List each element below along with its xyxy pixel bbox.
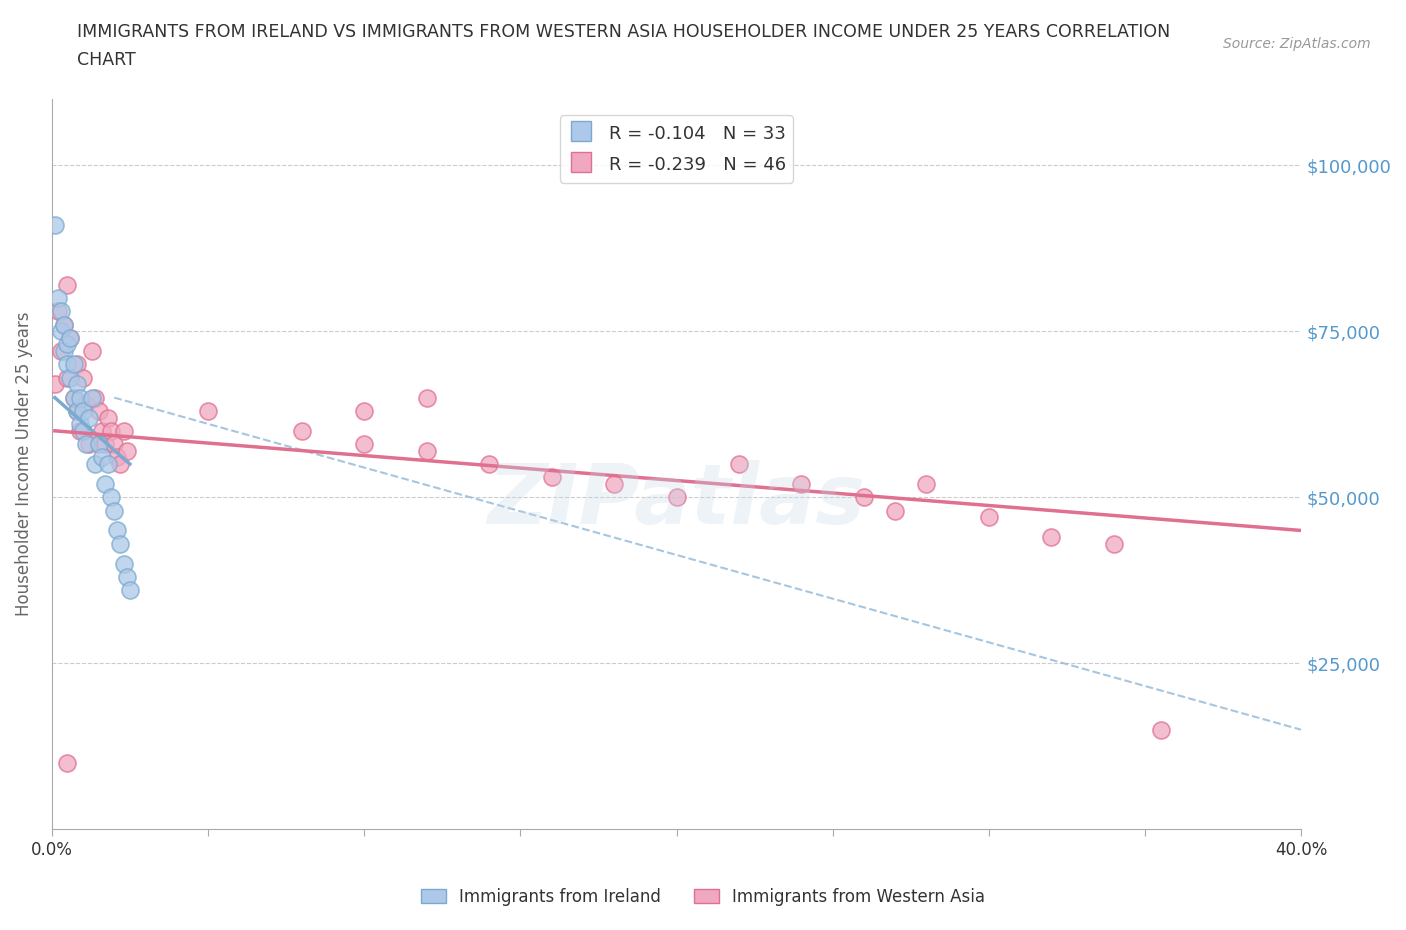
Point: [82, 344, 104, 359]
Point: [53, 344, 76, 359]
Point: [103, 437, 125, 452]
Point: [75, 397, 97, 412]
Point: [84, 457, 107, 472]
Point: [46, 304, 69, 319]
Point: [110, 537, 132, 551]
Point: [291, 423, 314, 438]
Point: [59, 330, 82, 345]
Point: [1150, 723, 1173, 737]
Point: [69, 423, 91, 438]
Point: [82, 391, 104, 405]
Point: [56, 277, 79, 292]
Point: [115, 569, 138, 584]
Point: [66, 404, 89, 418]
Point: [59, 370, 82, 385]
Point: [72, 404, 94, 418]
Point: [97, 410, 120, 425]
Point: [790, 476, 813, 491]
Point: [603, 476, 626, 491]
Point: [56, 357, 79, 372]
Point: [66, 377, 89, 392]
Point: [69, 391, 91, 405]
Point: [103, 503, 125, 518]
Point: [884, 503, 907, 518]
Point: [1040, 530, 1063, 545]
Point: [977, 510, 1000, 525]
Point: [69, 417, 91, 432]
Text: CHART: CHART: [77, 51, 136, 69]
Point: [49, 344, 72, 359]
Legend: R = -0.104   N = 33, R = -0.239   N = 46: R = -0.104 N = 33, R = -0.239 N = 46: [560, 115, 793, 182]
Point: [415, 391, 437, 405]
Point: [915, 476, 938, 491]
Point: [66, 357, 89, 372]
Point: [478, 457, 501, 472]
Point: [87, 437, 110, 452]
Point: [90, 423, 112, 438]
Point: [49, 304, 72, 319]
Point: [105, 450, 128, 465]
Point: [44, 377, 66, 392]
Y-axis label: Householder Income Under 25 years: Householder Income Under 25 years: [15, 312, 32, 617]
Point: [100, 423, 122, 438]
Point: [90, 450, 112, 465]
Point: [56, 755, 79, 770]
Text: IMMIGRANTS FROM IRELAND VS IMMIGRANTS FROM WESTERN ASIA HOUSEHOLDER INCOME UNDER: IMMIGRANTS FROM IRELAND VS IMMIGRANTS FR…: [77, 23, 1171, 41]
Point: [46, 290, 69, 305]
Point: [72, 423, 94, 438]
Point: [84, 391, 107, 405]
Point: [353, 404, 375, 418]
Point: [53, 317, 76, 332]
Point: [728, 457, 751, 472]
Point: [44, 218, 66, 232]
Point: [115, 444, 138, 458]
Point: [59, 330, 82, 345]
Point: [66, 404, 89, 418]
Point: [87, 404, 110, 418]
Point: [1102, 537, 1125, 551]
Point: [112, 423, 135, 438]
Point: [62, 391, 84, 405]
Point: [665, 490, 688, 505]
Point: [77, 437, 100, 452]
Point: [94, 437, 117, 452]
Point: [62, 357, 84, 372]
Point: [56, 370, 79, 385]
Point: [56, 337, 79, 352]
Point: [197, 404, 219, 418]
Point: [75, 437, 97, 452]
Text: ZIPatlas: ZIPatlas: [488, 460, 866, 541]
Point: [100, 490, 122, 505]
Point: [72, 370, 94, 385]
Point: [97, 457, 120, 472]
Point: [415, 444, 437, 458]
Point: [110, 457, 132, 472]
Point: [94, 476, 117, 491]
Point: [77, 410, 100, 425]
Point: [105, 523, 128, 538]
Point: [62, 391, 84, 405]
Point: [49, 324, 72, 339]
Legend: Immigrants from Ireland, Immigrants from Western Asia: Immigrants from Ireland, Immigrants from…: [413, 881, 993, 912]
Point: [353, 437, 375, 452]
Point: [118, 583, 141, 598]
Text: Source: ZipAtlas.com: Source: ZipAtlas.com: [1223, 37, 1371, 51]
Point: [852, 490, 875, 505]
Point: [112, 556, 135, 571]
Point: [53, 317, 76, 332]
Point: [540, 470, 562, 485]
